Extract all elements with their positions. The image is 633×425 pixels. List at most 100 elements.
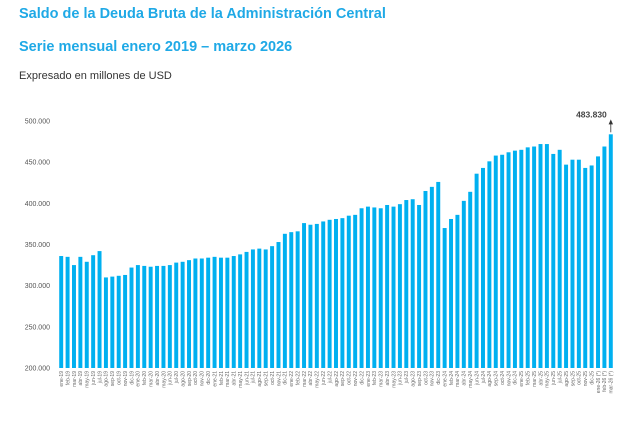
bar-feb-26 <box>602 146 607 368</box>
bar-abr-20 <box>155 265 160 368</box>
x-tick-label: abr-22 <box>308 371 314 386</box>
x-tick-label: ago-19 <box>104 371 110 387</box>
bar-sep-20 <box>187 260 191 368</box>
x-tick-label: mar-25 <box>532 371 538 387</box>
y-tick-label: 500.000 <box>25 119 50 126</box>
bar-ene-19 <box>59 256 64 368</box>
y-tick-label: 300.000 <box>25 283 50 290</box>
x-tick-label: feb-21 <box>219 371 225 385</box>
x-tick-label: ago-23 <box>410 371 416 387</box>
x-tick-label: oct-23 <box>423 371 429 385</box>
x-tick-label: abr-23 <box>385 371 391 386</box>
bar-jul-20 <box>174 262 179 368</box>
x-tick-label: oct-19 <box>117 371 123 385</box>
x-tick-label: sep-24 <box>494 371 500 387</box>
bar-feb-20 <box>142 265 147 368</box>
x-tick-label: oct-25 <box>577 371 583 385</box>
bar-mar-25 <box>532 146 537 368</box>
x-tick-label: oct-21 <box>270 371 276 385</box>
bar-mar-26 <box>608 134 613 368</box>
chart-subtitle: Serie mensual enero 2019 – marzo 2026 <box>19 39 293 55</box>
x-tick-label: ene-25 <box>519 371 525 387</box>
bar-may-24 <box>468 191 473 368</box>
bar-dic-19 <box>129 267 134 368</box>
y-tick-label: 200.000 <box>25 366 50 373</box>
bar-mar-21 <box>225 257 230 368</box>
bar-ago-19 <box>103 277 108 368</box>
bar-mar-22 <box>302 223 307 368</box>
bar-ago-24 <box>487 161 492 368</box>
bar-jun-23 <box>397 204 402 368</box>
x-tick-label: ene-19 <box>59 371 65 387</box>
x-tick-label: dic-21 <box>283 371 289 385</box>
bar-feb-23 <box>372 207 377 368</box>
bar-nov-19 <box>123 274 128 368</box>
x-tick-label: mar-21 <box>225 371 231 387</box>
bar-jun-19 <box>91 255 96 368</box>
bar-nov-25 <box>583 167 588 368</box>
bar-jun-24 <box>474 173 479 368</box>
bar-may-21 <box>238 254 243 368</box>
x-tick-label: sep-19 <box>110 371 116 387</box>
x-tick-label: jun-23 <box>398 371 404 386</box>
x-tick-label: jun-22 <box>321 371 327 386</box>
bar-jul-23 <box>404 200 409 368</box>
annotations: 483.830 <box>576 109 614 133</box>
x-tick-label: abr-20 <box>155 371 161 386</box>
bar-nov-21 <box>276 242 281 368</box>
bar-abr-19 <box>78 256 83 368</box>
x-tick-label: ago-22 <box>334 371 340 387</box>
bar-jul-24 <box>481 167 485 368</box>
bar-nov-23 <box>429 186 434 368</box>
x-tick-label: mar-23 <box>379 371 385 387</box>
x-tick-label: jul-21 <box>251 371 257 384</box>
x-tick-label: may-23 <box>391 371 397 388</box>
x-tick-label: jun-21 <box>244 371 250 386</box>
bars <box>59 134 613 368</box>
bar-ene-25 <box>519 149 524 368</box>
bar-oct-25 <box>576 159 581 368</box>
bar-nov-20 <box>199 258 204 368</box>
x-tick-label: jul-19 <box>97 371 103 384</box>
bar-sep-24 <box>493 155 498 368</box>
bar-may-20 <box>161 265 166 368</box>
bar-ene-22 <box>289 232 294 368</box>
y-tick-label: 350.000 <box>25 242 50 249</box>
bar-oct-19 <box>116 275 121 368</box>
chart-title: Saldo de la Deuda Bruta de la Administra… <box>19 6 386 22</box>
x-tick-label: feb-23 <box>372 371 378 385</box>
units-label: Expresado en millones de USD <box>19 70 172 82</box>
x-tick-label: may-22 <box>315 371 321 388</box>
x-tick-label: sep-21 <box>264 371 270 387</box>
x-tick-label: dic-19 <box>129 371 135 385</box>
data-label-last-value: 483.830 <box>576 109 607 119</box>
bar-jul-21 <box>250 249 255 368</box>
bar-ene-23 <box>365 206 370 368</box>
x-tick-label: dic-25 <box>589 371 595 385</box>
bar-dic-20 <box>206 257 211 368</box>
x-tick-label: jun-24 <box>474 371 480 386</box>
bar-oct-20 <box>193 258 198 368</box>
bar-jul-22 <box>327 219 332 368</box>
x-tick-label: dic-24 <box>513 371 519 385</box>
x-tick-label: may-25 <box>545 371 551 388</box>
bar-feb-19 <box>65 256 70 368</box>
bar-oct-21 <box>270 246 275 368</box>
bar-dic-25 <box>589 165 594 368</box>
bar-jun-22 <box>321 221 326 368</box>
x-tick-label: nov-21 <box>276 371 282 387</box>
bar-jun-21 <box>244 251 249 368</box>
x-tick-label: dic-23 <box>436 371 442 385</box>
x-tick-label: abr-24 <box>462 371 468 386</box>
bar-feb-25 <box>525 147 530 368</box>
bar-jul-19 <box>97 251 102 368</box>
x-tick-label: feb-20 <box>142 371 148 385</box>
bar-oct-22 <box>346 215 351 368</box>
bar-jun-25 <box>551 153 556 368</box>
bar-abr-22 <box>308 224 313 368</box>
x-tick-label: mar-20 <box>148 371 154 387</box>
x-tick-label: jul-24 <box>481 371 487 384</box>
bar-ago-21 <box>257 248 262 368</box>
bar-sep-21 <box>263 249 268 368</box>
